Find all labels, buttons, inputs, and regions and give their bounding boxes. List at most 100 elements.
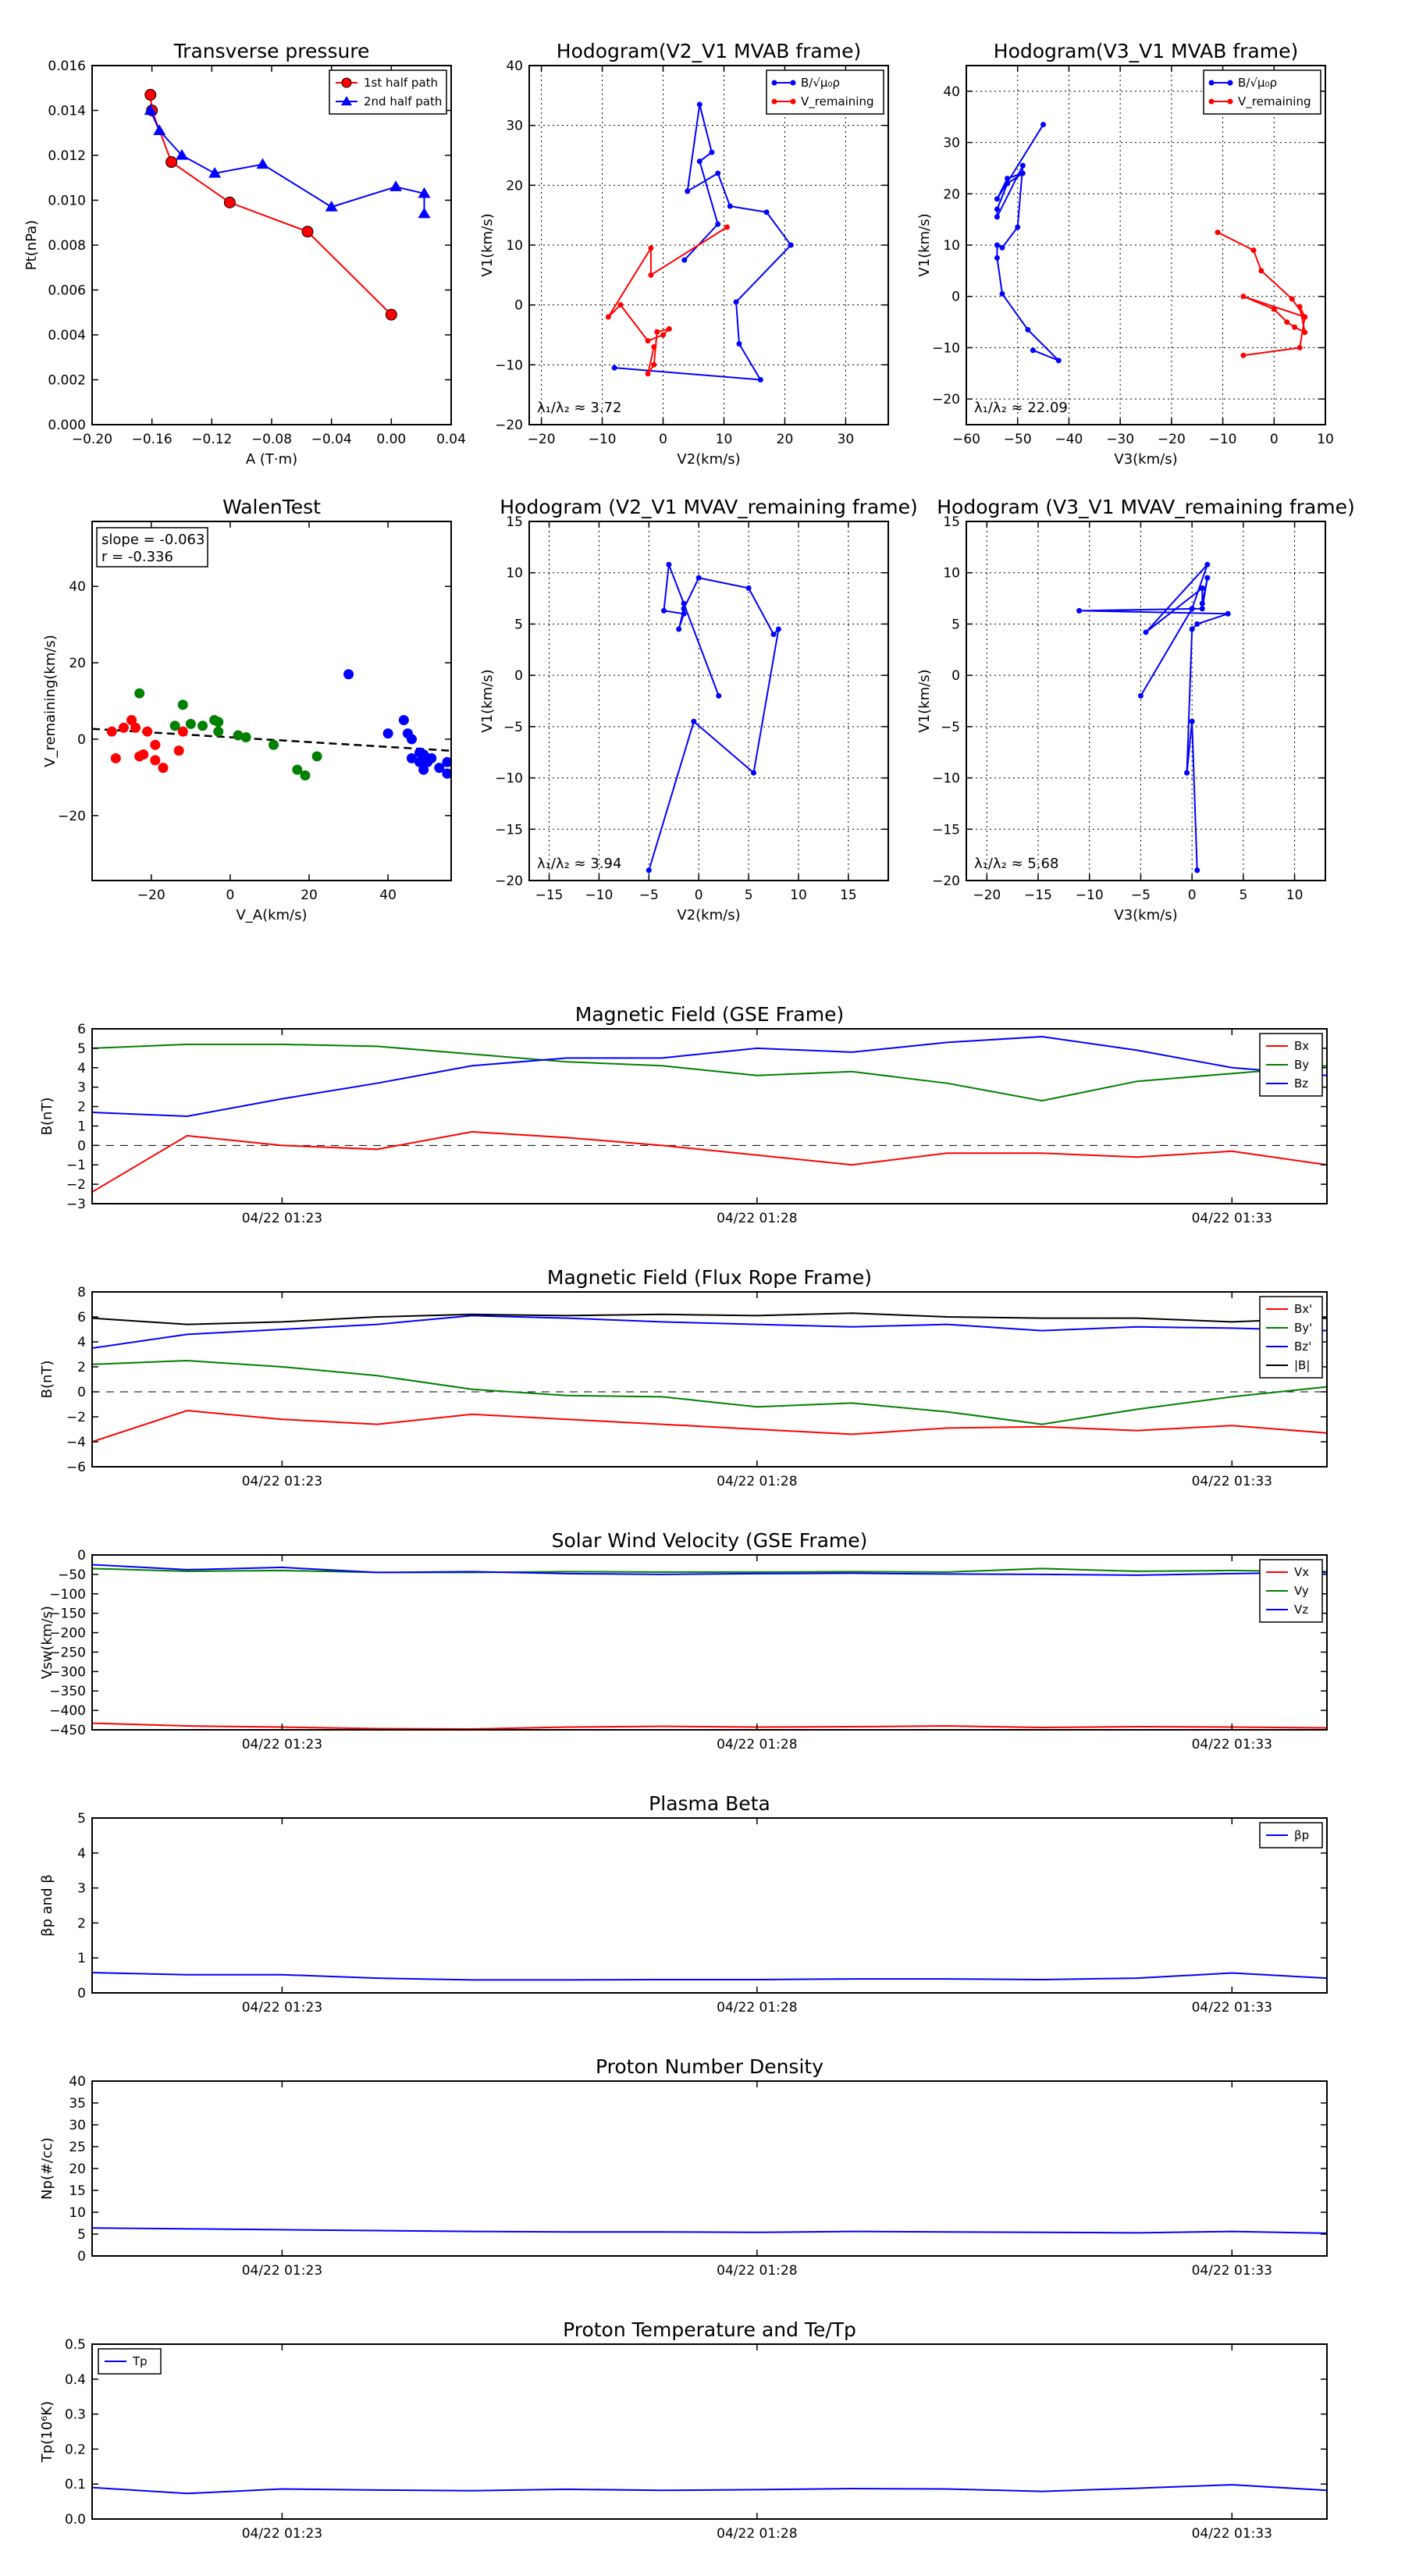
legend-label: 1st half path: [364, 76, 438, 90]
data-point: [661, 607, 667, 614]
y-tick-label: 20: [943, 187, 960, 202]
x-tick-label: 15: [840, 888, 857, 903]
series-line-0: [149, 94, 393, 315]
data-point: [208, 167, 222, 178]
x-tick-label: −60: [952, 432, 980, 447]
legend: B/√μ₀ρ V_remaining: [766, 69, 884, 115]
y-tick-label: −5: [503, 720, 523, 735]
data-point: [681, 257, 688, 263]
data-point: [106, 726, 117, 737]
series-line-1: [92, 1043, 1327, 1102]
y-tick-label: 6: [77, 1022, 86, 1037]
legend: 1st half path 2nd half path: [329, 69, 447, 115]
y-tick-label: −20: [932, 873, 960, 889]
series-line-0: [92, 1409, 1327, 1443]
data-point: [716, 692, 722, 699]
data-point: [442, 768, 451, 779]
y-tick-label: 6: [77, 1310, 86, 1325]
y-tick-label: −450: [49, 1723, 86, 1738]
data-point: [1292, 324, 1298, 330]
data-point: [414, 756, 425, 767]
y-tick-label: 10: [69, 2205, 86, 2221]
data-point: [691, 718, 697, 724]
axes-frame: [91, 1817, 1328, 1994]
data-point: [301, 226, 314, 238]
data-point: [994, 206, 1000, 212]
series-line-0: [92, 2484, 1327, 2495]
x-tick-label: 04/22 01:28: [717, 2263, 797, 2279]
x-tick-label: 04/22 01:33: [1192, 1474, 1272, 1489]
chart-title: Proton Number Density: [596, 2055, 823, 2078]
y-tick-label: 25: [69, 2140, 86, 2155]
y-tick-label: 0.2: [65, 2442, 86, 2457]
chart-title: Hodogram (V3_V1 MVAV_remaining frame): [937, 496, 1355, 518]
data-point: [654, 329, 660, 335]
data-point: [681, 600, 687, 607]
axes-frame: [91, 2343, 1328, 2520]
plot-area: [646, 561, 781, 873]
chart-title: Magnetic Field (Flux Rope Frame): [547, 1266, 872, 1289]
data-point: [681, 606, 687, 612]
x-tick-label: −5: [639, 888, 659, 903]
legend-label: 2nd half path: [364, 94, 442, 109]
legend-label: Vz: [1294, 1603, 1308, 1617]
y-tick-label: 0: [77, 1385, 86, 1400]
y-tick-label: 0.006: [48, 283, 86, 299]
legend: βp: [1259, 1822, 1323, 1848]
chart-title: WalenTest: [222, 496, 321, 518]
x-tick-label: 04/22 01:23: [242, 2263, 322, 2279]
y-tick-label: 40: [69, 579, 86, 595]
chart-beta: 04/22 01:23 04/22 01:28 04/22 01:33 0 1 2 3 4 5 P…: [39, 1792, 1328, 2016]
y-axis-label: V1(km/s): [916, 213, 933, 276]
chart-title: Proton Temperature and Te/Tp: [563, 2318, 856, 2341]
y-tick-label: 0: [951, 668, 960, 684]
data-point: [648, 245, 654, 251]
data-point: [645, 371, 651, 377]
y-tick-label: 0: [77, 1548, 86, 1564]
x-tick-label: 0: [695, 888, 703, 903]
legend: B/√μ₀ρ V_remaining: [1203, 69, 1321, 115]
y-tick-label: 0: [77, 2249, 86, 2265]
plot-area: [144, 88, 431, 321]
y-tick-label: 0: [77, 1138, 86, 1154]
y-tick-label: −20: [495, 873, 523, 889]
x-tick-label: 20: [301, 888, 318, 903]
x-tick-label: 04/22 01:23: [242, 1474, 322, 1489]
legend: Bx' By' Bz' |B|: [1259, 1296, 1323, 1379]
y-tick-label: −3: [66, 1197, 86, 1212]
x-tick-label: 5: [745, 888, 753, 903]
y-axis-label: V1(km/s): [479, 213, 496, 276]
x-tick-label: −20: [973, 888, 1001, 903]
y-tick-label: −10: [495, 358, 523, 373]
x-tick-label: 0: [226, 888, 235, 903]
data-point: [343, 669, 354, 680]
x-tick-label: −10: [1209, 432, 1237, 447]
data-point: [1005, 176, 1011, 182]
data-point: [709, 149, 715, 155]
y-tick-label: 0.012: [48, 148, 86, 164]
data-point: [1302, 329, 1308, 336]
data-point: [442, 756, 451, 767]
data-point: [666, 561, 672, 568]
data-point: [223, 196, 236, 208]
x-tick-label: −20: [1158, 432, 1186, 447]
data-point: [648, 272, 654, 278]
x-tick-label: −50: [1004, 432, 1032, 447]
chart-h2: −60 −50 −40 −30 −20 −10 0 10 −20 −10 0 10 20 30 40 Hodo…: [916, 40, 1334, 468]
data-point: [724, 224, 730, 230]
legend-label: Vx: [1294, 1565, 1309, 1579]
data-point: [1199, 585, 1205, 591]
x-tick-label: 0: [1188, 888, 1197, 903]
data-point: [126, 714, 137, 725]
data-point: [1019, 162, 1026, 169]
x-tick-label: −15: [535, 888, 564, 903]
chart-title: Hodogram(V2_V1 MVAB frame): [557, 40, 861, 62]
y-tick-label: 4: [77, 1335, 86, 1350]
data-point: [1194, 621, 1200, 627]
series-line-2: [92, 1315, 1327, 1349]
data-point: [751, 770, 756, 776]
data-point: [311, 751, 322, 762]
y-tick-label: 0.4: [65, 2372, 86, 2388]
y-tick-label: −2: [66, 1410, 86, 1425]
chart-np: 04/22 01:23 04/22 01:28 04/22 01:33 0 5 10 15 2…: [39, 2055, 1328, 2279]
